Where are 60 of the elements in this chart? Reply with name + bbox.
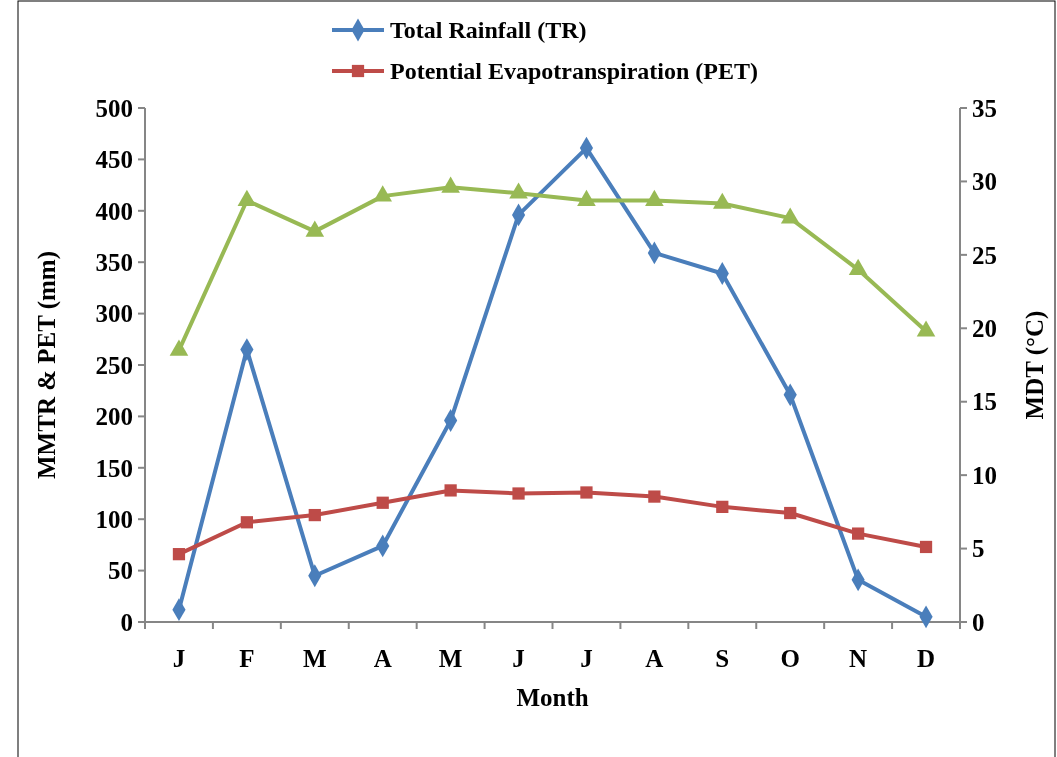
y-tick-label: 200	[95, 403, 133, 431]
y-tick-label: 450	[95, 146, 133, 174]
x-axis-title: Month	[516, 684, 589, 711]
point	[577, 189, 596, 206]
x-tick-label: F	[239, 645, 255, 672]
point	[712, 192, 732, 209]
x-tick-label: J	[172, 645, 186, 672]
point	[784, 506, 797, 520]
point	[240, 516, 253, 529]
x-tick-label: N	[849, 645, 868, 672]
point	[376, 496, 389, 509]
y2-tick-label: 25	[972, 241, 997, 269]
point	[509, 182, 528, 199]
y-tick-label: 150	[95, 454, 133, 482]
y-tick-label: 400	[95, 197, 133, 225]
point	[645, 189, 664, 206]
y2-axis-title: MDT (°C)	[1021, 310, 1049, 420]
x-tick-label: A	[645, 645, 664, 672]
point	[305, 220, 325, 237]
y-tick-label: 0	[120, 608, 133, 636]
y2-tick-label: 15	[972, 388, 997, 416]
point	[648, 490, 661, 503]
y2-tick-label: 0	[972, 608, 985, 636]
point	[919, 540, 933, 554]
point	[780, 207, 800, 224]
y2-tick-label: 10	[972, 461, 997, 489]
point	[512, 487, 525, 500]
x-tick-label: D	[917, 645, 936, 672]
legend-label: Potential Evapotranspiration (PET)	[390, 58, 759, 85]
y2-tick-label: 30	[972, 168, 997, 196]
y-tick-label: 300	[95, 300, 133, 328]
y-tick-label: 250	[95, 351, 133, 379]
point	[580, 486, 593, 499]
point	[848, 258, 868, 275]
x-tick-label: J	[512, 645, 525, 672]
x-tick-label: J	[580, 645, 593, 672]
point	[172, 548, 186, 561]
y-tick-label: 500	[95, 94, 133, 122]
legend-label: Total Rainfall (TR)	[390, 17, 587, 44]
point	[373, 185, 393, 202]
x-tick-label: S	[715, 645, 730, 672]
point	[169, 339, 189, 356]
y-tick-label: 100	[95, 505, 133, 533]
point	[444, 484, 457, 497]
point	[716, 500, 729, 513]
y-axis-title: MMTR & PET (mm)	[33, 251, 61, 479]
y2-tick-label: 20	[972, 315, 997, 343]
y2-tick-label: 35	[972, 94, 997, 122]
x-tick-label: M	[438, 645, 463, 672]
point	[916, 320, 936, 337]
point	[237, 189, 257, 206]
y2-tick-label: 5	[972, 535, 985, 563]
x-tick-label: M	[302, 645, 327, 672]
point	[441, 176, 460, 193]
y-tick-label: 50	[108, 557, 133, 585]
y-tick-label: 350	[95, 248, 133, 276]
point	[852, 527, 865, 540]
x-tick-label: A	[373, 645, 392, 672]
point	[308, 508, 321, 522]
x-tick-label: O	[780, 645, 800, 672]
